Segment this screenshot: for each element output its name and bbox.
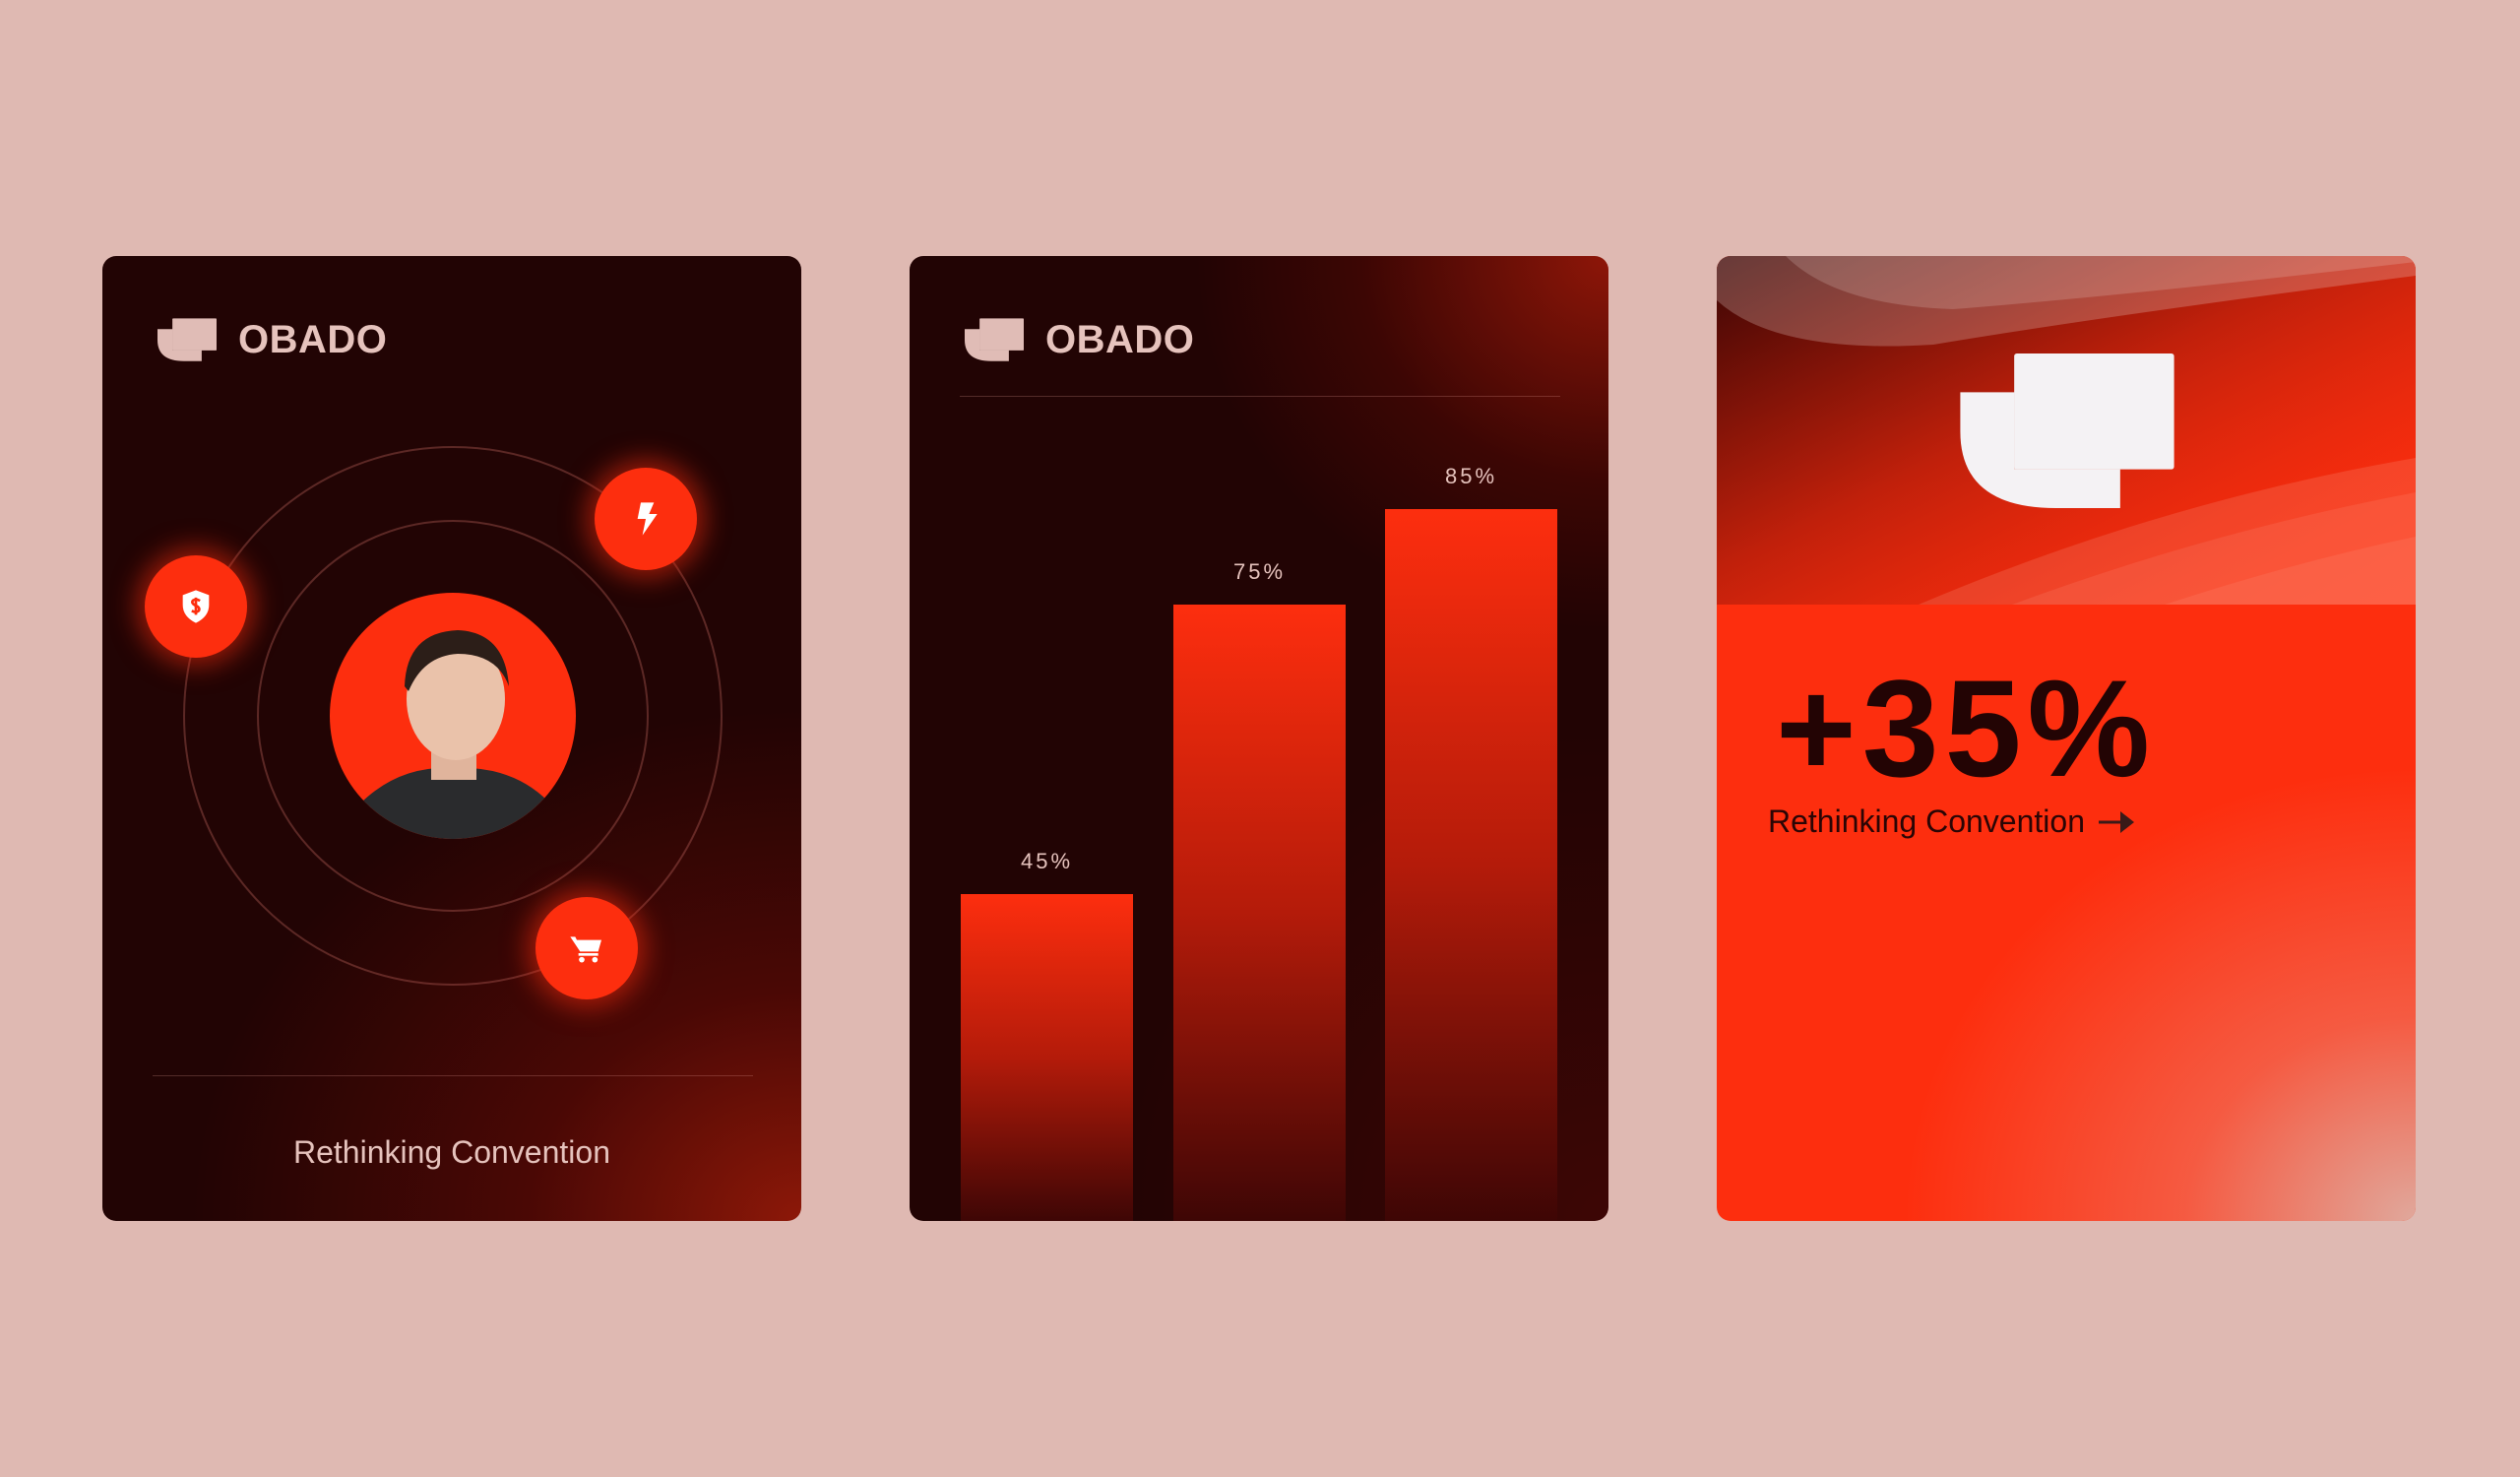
obado-logo-icon <box>965 310 1024 369</box>
bar-2 <box>1173 605 1346 1221</box>
chart-card: OBADO 45% 75% 85% <box>910 256 1608 1221</box>
outer-orbit <box>183 446 723 986</box>
shopping-cart-icon <box>570 936 601 963</box>
caption-link[interactable]: Rethinking Convention <box>1768 803 2136 840</box>
divider <box>960 396 1560 397</box>
brand-name: OBADO <box>1045 317 1195 361</box>
lightning-badge <box>595 468 697 570</box>
lightning-bolt-icon <box>637 502 658 536</box>
glow-decoration <box>1717 605 2416 1221</box>
brand: OBADO <box>158 310 387 369</box>
arrow-right-icon <box>2098 810 2134 833</box>
obado-logo-icon <box>158 310 217 369</box>
profile-card: OBADO Rethinking Convention <box>102 256 801 1221</box>
avatar <box>330 593 576 839</box>
bar-label-3: 85% <box>1444 463 1498 488</box>
bar-3 <box>1385 508 1557 1221</box>
divider <box>153 1075 753 1076</box>
caption-text: Rethinking Convention <box>1768 803 2085 839</box>
bar-1 <box>961 893 1133 1221</box>
stat-card: +35% Rethinking Convention <box>1717 256 2416 1221</box>
stat-value: +35% <box>1776 651 2156 805</box>
shield-dollar-badge <box>145 555 247 658</box>
brand-name: OBADO <box>238 317 388 361</box>
caption: Rethinking Convention <box>293 1134 610 1170</box>
brand: OBADO <box>965 310 1194 369</box>
obado-logo-icon <box>1960 353 2174 508</box>
bar-label-1: 45% <box>1020 848 1074 873</box>
shield-dollar-icon <box>182 590 210 623</box>
inner-orbit <box>257 520 649 912</box>
bar-label-2: 75% <box>1232 559 1287 585</box>
cart-badge <box>536 897 638 999</box>
